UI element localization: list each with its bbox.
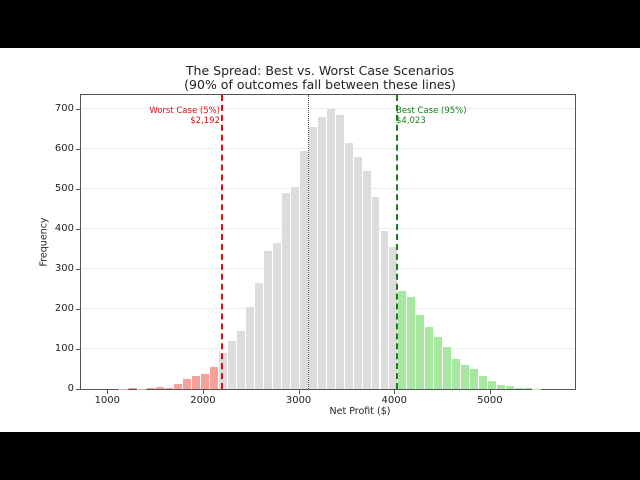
y-tick-label: 200 xyxy=(54,303,74,314)
histogram-bar xyxy=(262,251,272,389)
histogram-bar xyxy=(181,378,191,389)
best-case-line xyxy=(396,95,399,389)
x-tick-mark xyxy=(394,390,396,394)
y-tick-label: 100 xyxy=(54,343,74,354)
worst-case-label: Worst Case (5%) xyxy=(149,106,220,116)
histogram-bar xyxy=(505,385,515,389)
gridline xyxy=(81,108,575,109)
histogram-bar xyxy=(478,376,488,389)
y-tick-label: 400 xyxy=(54,223,74,234)
y-tick-mark xyxy=(76,309,80,310)
x-tick-label: 1000 xyxy=(94,395,121,406)
histogram-bar xyxy=(424,327,434,389)
histogram-bar xyxy=(334,115,344,389)
x-tick-label: 4000 xyxy=(381,395,407,406)
y-tick-label: 600 xyxy=(54,143,74,154)
histogram-bar xyxy=(280,193,290,389)
histogram-bar xyxy=(370,197,380,389)
histogram-bar xyxy=(307,127,317,389)
histogram-bar xyxy=(127,388,137,389)
histogram-bar xyxy=(433,337,443,389)
chart-frame: The Spread: Best vs. Worst Case Scenario… xyxy=(0,48,640,432)
histogram-bar xyxy=(379,231,389,389)
worst-case-value: $2,192 xyxy=(190,116,220,126)
chart-title: The Spread: Best vs. Worst Case Scenario… xyxy=(185,63,455,78)
x-tick-mark xyxy=(202,390,204,394)
histogram-bar xyxy=(289,187,299,389)
histogram-bar xyxy=(253,283,263,389)
mean-line xyxy=(308,95,310,389)
histogram-bar xyxy=(469,369,479,389)
histogram-bar xyxy=(325,109,335,389)
y-tick-label: 300 xyxy=(54,263,74,274)
histogram-bar xyxy=(361,171,371,389)
histogram-bar xyxy=(172,384,182,389)
best-case-annotation: Best Case (95%) $4,023 xyxy=(396,106,496,126)
y-tick-mark xyxy=(76,269,80,270)
histogram-bar xyxy=(271,243,281,389)
histogram-bar xyxy=(487,381,497,389)
histogram-bar xyxy=(190,376,200,389)
histogram-bar xyxy=(514,387,524,389)
x-tick-label: 2000 xyxy=(190,395,216,406)
histogram-bar xyxy=(235,331,245,389)
histogram-bar xyxy=(163,388,173,389)
histogram-bar xyxy=(442,347,452,389)
histogram-bar xyxy=(406,297,416,389)
worst-case-annotation: Worst Case (5%) $2,192 xyxy=(120,106,220,126)
histogram-bar xyxy=(154,387,164,389)
y-tick-mark xyxy=(76,229,80,230)
best-case-value: $4,023 xyxy=(396,116,426,126)
histogram-bar xyxy=(523,388,533,389)
x-tick-mark xyxy=(489,390,491,394)
x-tick-label: 5000 xyxy=(477,395,503,406)
histogram-bar xyxy=(298,151,308,389)
y-tick-label: 500 xyxy=(54,183,74,194)
x-tick-mark xyxy=(298,390,300,394)
histogram-bar xyxy=(244,307,254,389)
y-tick-label: 0 xyxy=(67,383,74,394)
best-case-label: Best Case (95%) xyxy=(396,106,467,116)
worst-case-line xyxy=(221,95,224,389)
chart-subtitle: (90% of outcomes fall between these line… xyxy=(184,77,456,92)
histogram-bar xyxy=(316,117,326,389)
y-tick-mark xyxy=(76,189,80,190)
y-tick-label: 700 xyxy=(54,103,74,114)
histogram-bar xyxy=(388,247,398,389)
histogram-bar xyxy=(397,291,407,389)
x-tick-label: 3000 xyxy=(285,395,312,406)
histogram-bar xyxy=(415,315,425,389)
histogram-bar xyxy=(460,365,470,389)
histogram-bar xyxy=(451,359,461,389)
histogram-bar xyxy=(496,385,506,389)
y-tick-mark xyxy=(76,389,80,390)
y-tick-mark xyxy=(76,149,80,150)
histogram-bar xyxy=(343,143,353,389)
histogram-bar xyxy=(352,157,362,389)
plot-area xyxy=(80,94,576,390)
x-tick-mark xyxy=(107,390,109,394)
x-axis-label: Net Profit ($) xyxy=(329,406,391,417)
histogram-bar xyxy=(226,341,236,389)
histogram-bar xyxy=(199,373,209,389)
histogram-bar xyxy=(208,367,218,389)
histogram-bar xyxy=(145,387,155,389)
y-tick-mark xyxy=(76,349,80,350)
y-tick-mark xyxy=(76,109,80,110)
